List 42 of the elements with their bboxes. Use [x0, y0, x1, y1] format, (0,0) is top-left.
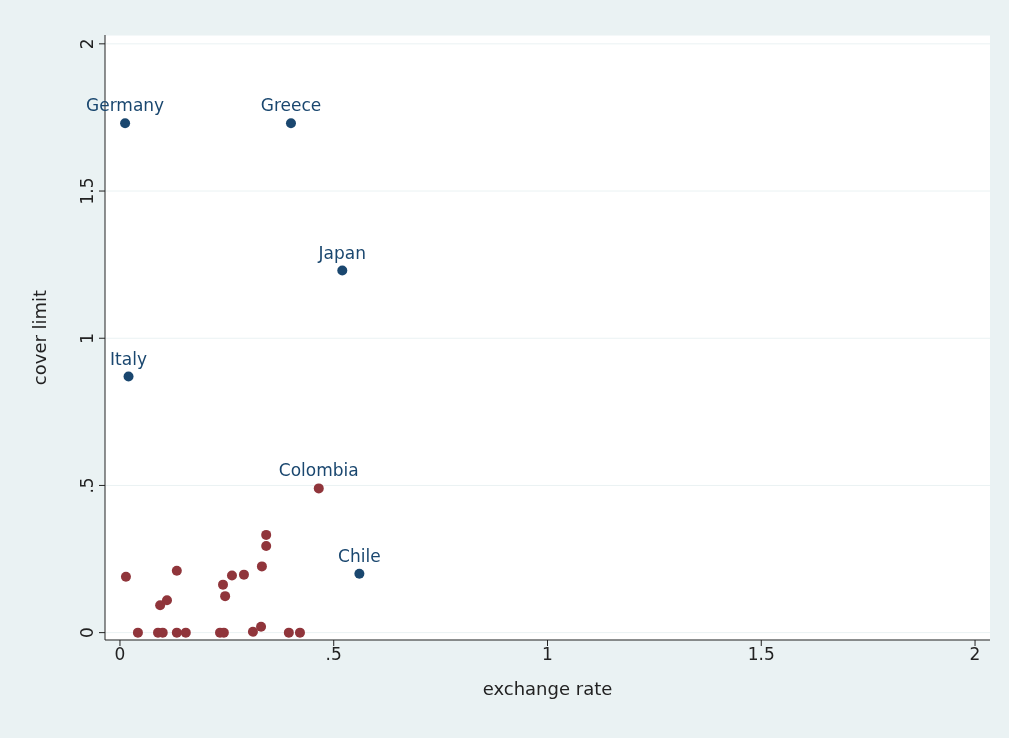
- point: [220, 591, 231, 602]
- annotation: Italy: [110, 348, 147, 369]
- point: [313, 483, 324, 494]
- x-tick-label: 0: [114, 644, 126, 665]
- point: [247, 626, 258, 637]
- x-tick-label: 1: [542, 644, 553, 665]
- point: [256, 561, 267, 572]
- x-tick-label: 2: [969, 644, 981, 665]
- annotation: Colombia: [278, 460, 359, 481]
- point: [238, 569, 249, 580]
- x-tick-label: .5: [325, 644, 342, 665]
- y-tick-label: 2: [77, 38, 97, 50]
- y-tick-label: 1: [77, 332, 97, 344]
- point: [337, 265, 348, 276]
- point: [171, 565, 182, 576]
- point: [256, 621, 267, 632]
- point: [294, 627, 305, 638]
- y-tick-label: .5: [77, 477, 97, 494]
- point: [120, 118, 131, 129]
- point: [180, 627, 191, 638]
- y-tick-label: 0: [77, 627, 97, 639]
- point: [226, 570, 237, 581]
- point: [285, 118, 296, 129]
- point: [123, 371, 134, 382]
- annotation: Greece: [260, 95, 322, 116]
- y-axis-title: cover limit: [29, 289, 51, 386]
- annotation: Germany: [86, 95, 165, 116]
- point: [155, 600, 166, 611]
- y-tick-label: 1.5: [77, 177, 97, 205]
- point: [283, 627, 294, 638]
- x-axis-title: exchange rate: [482, 677, 613, 699]
- point: [161, 595, 172, 606]
- point: [120, 571, 131, 582]
- point: [218, 579, 228, 590]
- point: [354, 568, 365, 579]
- point: [132, 627, 143, 638]
- point: [261, 541, 272, 552]
- point: [171, 627, 182, 638]
- annotation: Chile: [338, 545, 381, 566]
- x-tick-label: 1.5: [747, 644, 775, 665]
- annotation: Japan: [317, 242, 366, 263]
- point: [261, 529, 272, 540]
